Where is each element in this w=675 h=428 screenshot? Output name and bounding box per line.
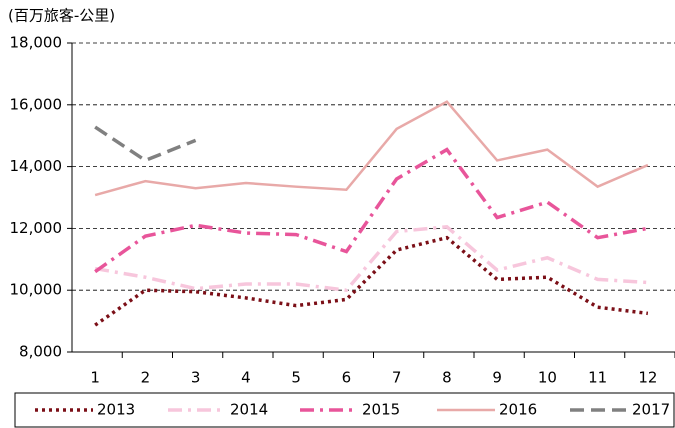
x-tick-label: 9 [492,369,502,387]
x-tick-label: 8 [442,369,452,387]
legend-label: 2016 [499,401,537,419]
legend-box [14,392,675,428]
series-line [94,147,649,274]
x-tick-label: 4 [241,369,251,387]
x-tick-label: 3 [191,369,201,387]
y-axis-label: (百万旅客-公里) [8,7,115,25]
series-line [94,225,648,293]
x-tick-label: 12 [638,369,657,387]
x-tick-label: 2 [141,369,151,387]
y-tick-label: 8,000 [19,343,62,361]
x-tick-label: 1 [90,369,100,387]
series-line [94,235,649,327]
x-tick-label: 7 [392,369,402,387]
y-tick-label: 16,000 [10,95,63,113]
legend-label: 2015 [362,401,400,419]
y-tick-label: 14,000 [10,157,63,175]
legend-label: 2014 [230,401,268,419]
y-tick-label: 10,000 [10,281,63,299]
series-line [94,125,197,163]
y-tick-label: 12,000 [10,219,63,237]
legend-label: 2017 [632,401,670,419]
legend-label: 2013 [97,401,135,419]
y-tick-label: 18,000 [10,34,63,52]
x-tick-label: 5 [291,369,301,387]
x-tick-label: 6 [342,369,352,387]
series-line [94,100,649,197]
x-tick-label: 10 [538,369,557,387]
x-tick-label: 11 [588,369,607,387]
